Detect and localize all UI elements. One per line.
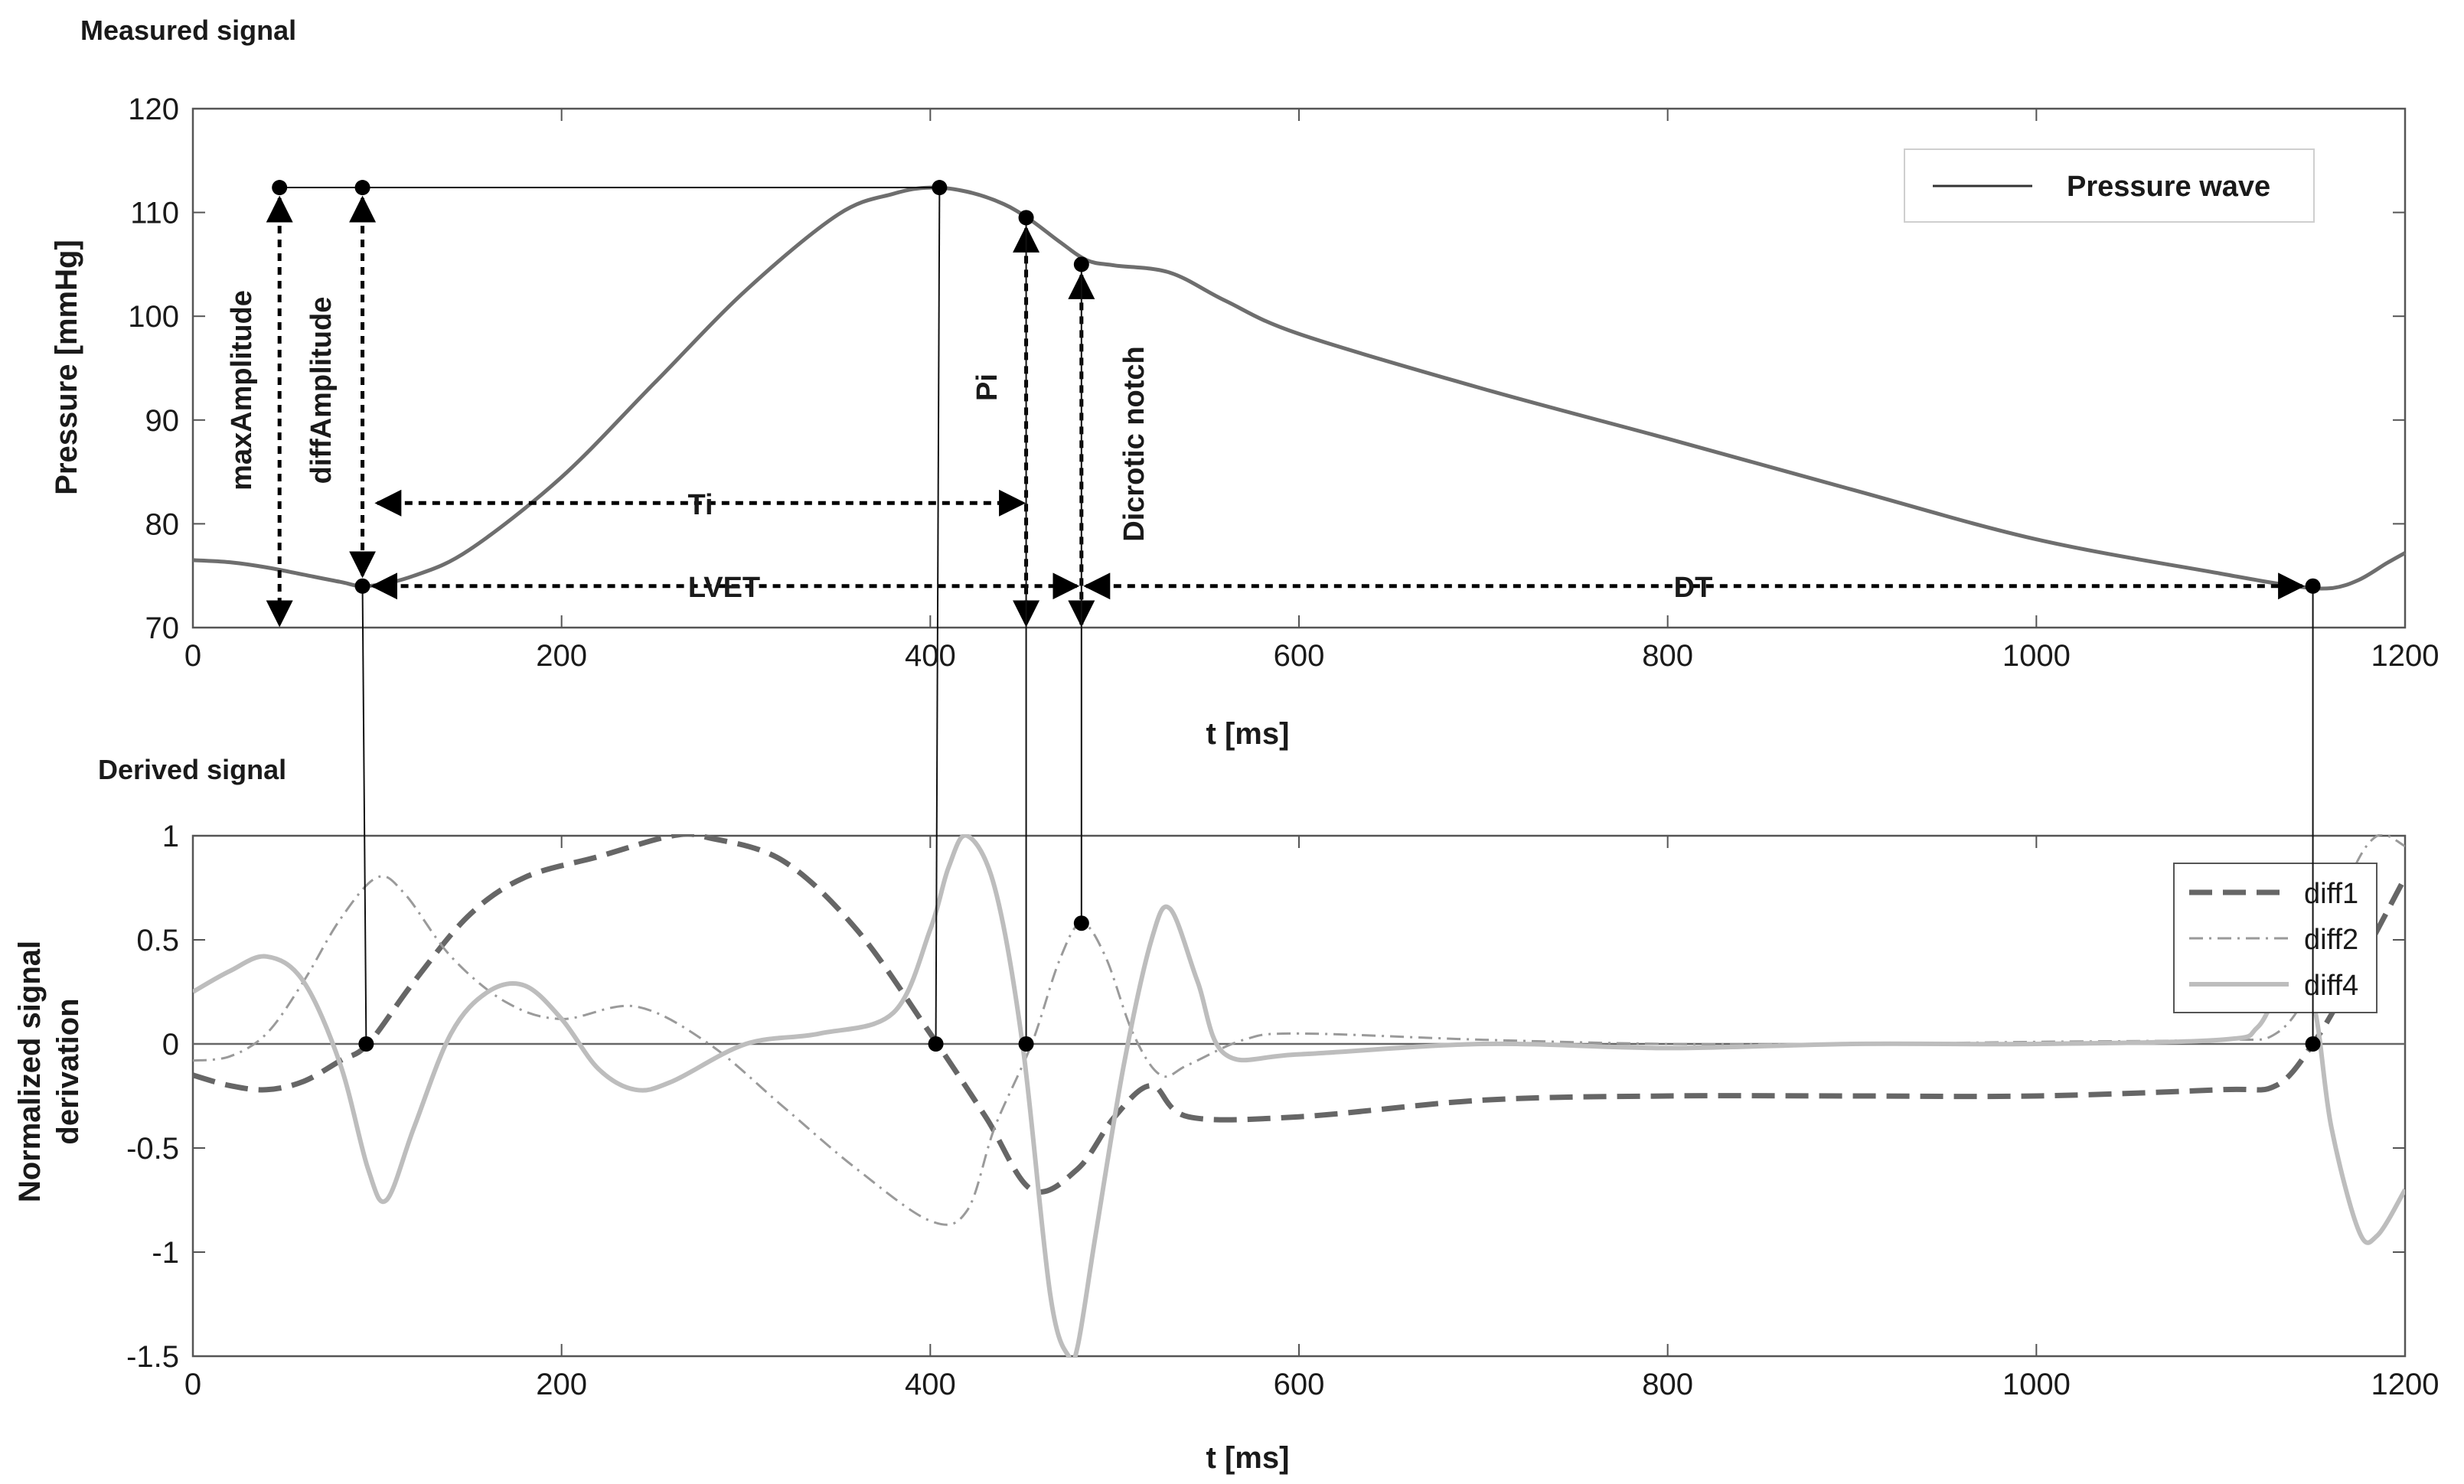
top-x-tick-label: 1200	[2371, 639, 2440, 673]
top-y-tick-label: 80	[145, 507, 180, 541]
bottom-x-tick-label: 400	[905, 1368, 956, 1401]
bottom-y-axis-label-line2: derivation	[51, 998, 85, 1144]
top-x-tick-label: 600	[1274, 639, 1325, 673]
bottom-x-tick-label: 0	[184, 1368, 201, 1401]
top-x-tick-label: 0	[184, 639, 201, 673]
bottom-tick-labels: 0 200 400 600 800 1000 1200 -1.5 -1 -0.5 0 0.5 1	[126, 820, 2439, 1401]
top-event-point	[2305, 578, 2321, 594]
bottom-y-tick-label: -1.5	[126, 1340, 179, 1374]
bottom-x-tick-label: 1000	[2002, 1368, 2071, 1401]
bottom-y-axis-label-line1: Normalized signal	[13, 941, 47, 1202]
top-event-point	[354, 578, 370, 594]
top-event-point	[272, 180, 288, 196]
maxamplitude-label: maxAmplitude	[226, 290, 258, 491]
diff2-line	[193, 834, 2405, 1226]
top-panel: Measured signal 0 200 400 600 800 1000 1200 70 8…	[50, 15, 2439, 751]
bottom-y-tick-label: 0.5	[136, 924, 179, 957]
pressure-wave-line	[192, 185, 2407, 591]
top-event-point	[1073, 256, 1089, 272]
top-event-point	[1018, 210, 1034, 226]
ti-label: Ti	[687, 489, 713, 521]
top-series-group	[192, 185, 2407, 591]
top-y-tick-label: 70	[145, 612, 180, 645]
bottom-x-tick-label: 1200	[2371, 1368, 2440, 1401]
top-event-point	[354, 180, 370, 196]
bottom-y-tick-label: -0.5	[126, 1132, 179, 1166]
top-x-tick-label: 800	[1642, 639, 1693, 673]
pi-label: Pi	[971, 373, 1004, 401]
top-event-point	[932, 180, 948, 196]
top-annotations: maxAmplitude diffAmplitude Pi Dicrotic n…	[226, 187, 2306, 628]
top-y-tick-label: 100	[128, 300, 179, 334]
bottom-event-point	[1018, 1036, 1034, 1052]
top-x-axis-label: t [ms]	[1206, 717, 1290, 751]
top-x-tick-label: 400	[905, 639, 956, 673]
top-y-tick-label: 110	[130, 197, 179, 230]
bottom-x-tick-label: 200	[536, 1368, 587, 1401]
cross-panel-connectors	[361, 188, 2314, 1045]
bottom-x-tick-label: 800	[1642, 1368, 1693, 1401]
top-x-tick-label: 200	[536, 639, 587, 673]
bottom-event-point	[358, 1036, 374, 1052]
diff1-line	[193, 834, 2405, 1195]
bottom-y-tick-label: 0	[162, 1028, 179, 1062]
diffamplitude-label: diffAmplitude	[305, 297, 338, 484]
top-legend: Pressure wave	[1904, 148, 2315, 223]
connector-line	[361, 585, 367, 1045]
bottom-event-point	[1073, 915, 1089, 931]
bottom-y-tick-label: 1	[162, 820, 179, 853]
top-panel-title: Measured signal	[80, 15, 296, 46]
event-markers	[272, 180, 2321, 1052]
top-y-tick-label: 120	[128, 93, 179, 126]
dt-label: DT	[1674, 572, 1713, 604]
top-ticks	[192, 108, 2406, 628]
bottom-event-point	[928, 1036, 944, 1052]
bottom-event-point	[2305, 1036, 2321, 1052]
top-x-tick-label: 1000	[2002, 639, 2071, 673]
legend-pressure-label: Pressure wave	[2067, 171, 2270, 203]
bottom-x-tick-label: 600	[1274, 1368, 1325, 1401]
bottom-y-tick-label: -1	[152, 1236, 179, 1270]
connector-line	[935, 188, 941, 1045]
bottom-panel-title: Derived signal	[98, 754, 286, 785]
top-y-axis-label: Pressure [mmHg]	[50, 240, 83, 494]
dicrotic-notch-label: Dicrotic notch	[1118, 346, 1150, 541]
diff4-line	[193, 834, 2405, 1358]
bottom-x-axis-label: t [ms]	[1206, 1441, 1290, 1475]
bottom-legend: diff1 diff2 diff4	[2173, 863, 2378, 1013]
top-y-tick-label: 90	[145, 404, 180, 438]
top-tick-labels: 0 200 400 600 800 1000 1200 70 80 90 100 110 120	[128, 93, 2439, 673]
bottom-panel: Derived signal 0 200 400 600 800 1000 1200 -1.5…	[13, 754, 2439, 1475]
bottom-series-group	[193, 834, 2405, 1358]
lvet-label: LVET	[688, 572, 760, 604]
